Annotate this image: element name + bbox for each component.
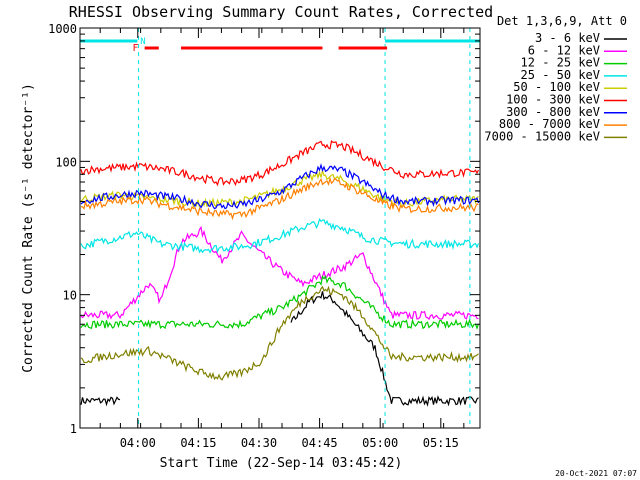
legend-label: 50 - 100 keV: [513, 80, 600, 94]
series-line: [80, 163, 480, 210]
legend-label: 800 - 7000 keV: [499, 117, 600, 131]
legend-label: 12 - 25 keV: [521, 56, 600, 70]
series: [80, 168, 479, 209]
flags-layer: NF: [80, 28, 480, 428]
chart-title: RHESSI Observing Summary Count Rates, Co…: [69, 3, 493, 21]
x-tick-label: 04:30: [241, 436, 277, 450]
series: [80, 217, 480, 254]
legend-label: 7000 - 15000 keV: [484, 129, 600, 143]
x-tick-label: 04:15: [180, 436, 216, 450]
series: [80, 140, 480, 187]
series-line: [80, 225, 479, 321]
x-tick-label: 05:00: [362, 436, 398, 450]
legend-label: 3 - 6 keV: [535, 31, 600, 45]
series: [80, 274, 480, 330]
series: [80, 285, 479, 381]
legend-label: 300 - 800 keV: [506, 105, 600, 119]
x-tick-label: 05:15: [423, 436, 459, 450]
timestamp: 20-Oct-2021 07:07: [555, 469, 637, 478]
series: [80, 225, 479, 321]
x-axis-label: Start Time (22-Sep-14 03:45:42): [160, 456, 403, 471]
series-line: [80, 285, 479, 381]
night-flag-label: N: [140, 37, 145, 47]
y-tick-label: 1000: [48, 22, 77, 36]
plot-frame: [79, 27, 481, 429]
x-tick-label: 04:00: [120, 436, 156, 450]
axes-layer: 1 10 100 1000 04:00 04:15 04:30 04:45 05:00 05:15: [48, 22, 480, 450]
series: [80, 163, 480, 210]
series-line: [80, 176, 479, 221]
series-line: [80, 140, 480, 187]
flare-flag-label: F: [133, 43, 139, 54]
series-line: [80, 217, 480, 254]
legend-title: Det 1,3,6,9, Att 0: [497, 14, 627, 28]
legend-label: 6 - 12 keV: [528, 43, 600, 57]
y-tick-label: 10: [63, 289, 77, 303]
series-line: [80, 168, 479, 209]
y-axis-label: Corrected Count Rate (s⁻¹ detector⁻¹): [21, 83, 36, 373]
y-tick-label: 1: [70, 422, 77, 436]
series: [80, 176, 479, 221]
x-tick-label: 04:45: [302, 436, 338, 450]
y-tick-label: 100: [55, 155, 77, 169]
legend-label: 100 - 300 keV: [506, 93, 600, 107]
legend-label: 25 - 50 keV: [521, 68, 600, 82]
series-line: [80, 274, 480, 330]
